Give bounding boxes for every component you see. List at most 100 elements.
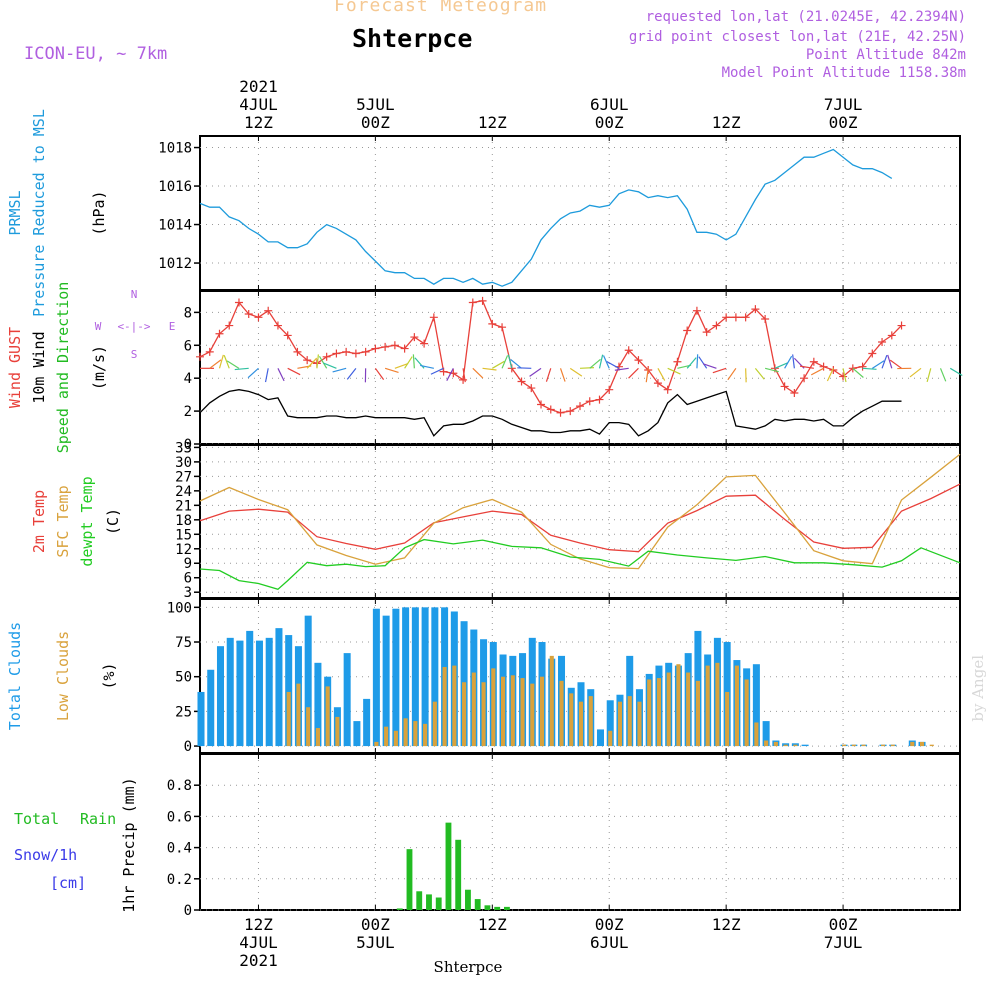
bottom-time-label: 2021 — [239, 951, 278, 970]
gust-point — [664, 386, 672, 394]
total-cloud-bar — [383, 616, 390, 746]
precip-bar — [436, 898, 442, 910]
low-cloud-bar — [862, 745, 866, 746]
total-cloud-bar — [597, 729, 604, 746]
wind-arrow — [248, 368, 258, 377]
wind-arrow — [755, 368, 764, 379]
gust-point — [557, 409, 565, 417]
gust-point — [537, 401, 545, 409]
wind-arrow — [278, 368, 284, 381]
gust-point — [196, 353, 204, 361]
wind-arrow — [699, 357, 707, 369]
wind-arrow — [405, 357, 413, 369]
bottom-time-label: 00Z — [361, 915, 390, 934]
panel-frame — [200, 754, 960, 910]
y-axis-label: (hPa) — [90, 190, 108, 235]
precip-label-snow: Snow/1h — [14, 846, 77, 864]
total-cloud-bar — [266, 638, 273, 746]
low-cloud-bar — [550, 656, 554, 746]
low-cloud-bar — [920, 742, 924, 746]
low-cloud-bar — [647, 679, 651, 746]
precip-label-rain: Rain — [80, 810, 116, 828]
y-tick-label: 18 — [175, 513, 192, 529]
wind-arrow — [473, 368, 483, 378]
wind-arrow — [375, 368, 383, 379]
gust-point — [479, 297, 487, 305]
wind-arrow — [658, 368, 665, 380]
gust-point — [206, 348, 214, 356]
low-cloud-bar — [715, 663, 719, 746]
y-tick-label: 0.2 — [167, 872, 192, 888]
y-axis-label: Pressure Reduced to MSL — [30, 109, 48, 317]
wind-arrow — [713, 368, 726, 372]
low-cloud-bar — [491, 668, 495, 746]
low-cloud-bar — [589, 696, 593, 746]
gust-point — [586, 397, 594, 405]
bottom-time-label: 5JUL — [356, 933, 395, 952]
low-cloud-bar — [891, 745, 895, 746]
wind-arrow — [561, 368, 566, 381]
low-cloud-bar — [443, 667, 447, 746]
low-cloud-bar — [706, 666, 710, 746]
low-cloud-bar — [501, 677, 505, 746]
low-cloud-bar — [852, 745, 856, 746]
gust-point — [488, 320, 496, 328]
wind-arrow — [615, 368, 629, 370]
y-tick-label: 0.4 — [167, 841, 192, 857]
wind-arrow — [941, 368, 946, 381]
y-axis-label: Speed and Direction — [54, 282, 72, 454]
precip-bar — [475, 899, 481, 910]
top-time-label: 00Z — [361, 113, 390, 132]
gust-point — [498, 323, 506, 331]
low-cloud-bar — [540, 677, 544, 746]
gust-point — [362, 348, 370, 356]
total-cloud-bar — [344, 653, 351, 746]
low-cloud-bar — [335, 717, 339, 746]
top-time-label: 12Z — [478, 113, 507, 132]
low-cloud-bar — [404, 718, 408, 746]
wind-arrow — [590, 359, 601, 368]
total-cloud-bar — [392, 609, 399, 746]
gust-point — [342, 348, 350, 356]
series-line-dewpt-temp — [200, 540, 960, 590]
y-axis-label: Low Clouds — [54, 631, 72, 721]
low-cloud-bar — [316, 728, 320, 746]
precip-axis-label: 1hr Precip (mm) — [120, 777, 138, 912]
wind-arrow — [483, 368, 497, 370]
gust-point — [576, 402, 584, 410]
low-cloud-bar — [472, 673, 476, 747]
gust-point — [264, 307, 272, 315]
low-cloud-bar — [754, 722, 758, 746]
gust-point — [527, 384, 535, 392]
top-time-label: 5JUL — [356, 95, 395, 114]
precip-bar — [485, 905, 491, 910]
gust-point — [352, 350, 360, 358]
wind-arrow — [811, 368, 823, 375]
wind-arrow — [347, 368, 356, 379]
low-cloud-bar — [725, 692, 729, 746]
total-cloud-bar — [246, 631, 253, 746]
y-tick-label: 75 — [175, 635, 192, 651]
y-tick-label: 6 — [184, 338, 192, 354]
low-cloud-bar — [384, 727, 388, 746]
low-cloud-bar — [618, 702, 622, 746]
gust-point — [371, 345, 379, 353]
wind-arrow — [800, 366, 814, 368]
gust-point — [800, 374, 808, 382]
wind-arrow — [235, 368, 249, 369]
wind-arrow — [793, 354, 795, 368]
total-cloud-bar — [207, 670, 214, 746]
precip-bar — [426, 894, 432, 910]
wind-arrow — [266, 368, 269, 382]
watermark: by Angel — [969, 655, 987, 722]
low-cloud-bar — [784, 745, 788, 746]
low-cloud-bar — [696, 681, 700, 746]
low-cloud-bar — [930, 745, 934, 746]
y-tick-label: 1016 — [158, 179, 192, 195]
low-cloud-bar — [511, 675, 515, 746]
gust-point — [829, 366, 837, 374]
gust-point — [693, 307, 701, 315]
y-axis-label: Total Clouds — [6, 622, 24, 730]
